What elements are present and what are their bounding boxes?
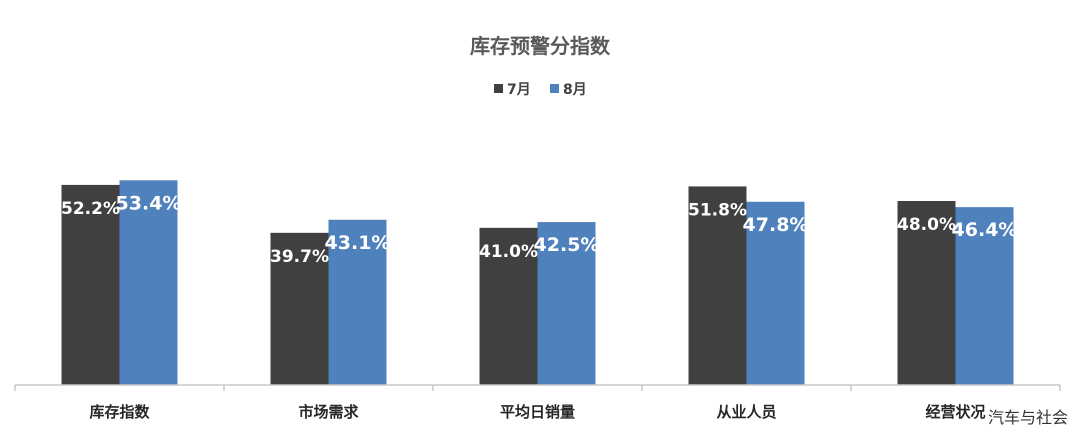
bar-7月-从业人员 [688,186,747,385]
chart-title: 库存预警分指数 [470,34,611,58]
bar-7月-库存指数 [61,184,120,385]
data-label-7月-平均日销量: 41.0% [479,242,538,262]
data-label-8月-库存指数: 53.4% [116,192,182,214]
bar-8月-从业人员 [746,201,805,385]
bars [61,180,1014,385]
bar-7月-经营状况 [897,201,956,385]
data-label-7月-库存指数: 52.2% [61,199,120,219]
data-label-7月-市场需求: 39.7% [270,247,329,267]
bar-8月-库存指数 [119,180,178,385]
data-label-7月-从业人员: 51.8% [688,200,747,220]
watermark: 汽车与社会 [987,408,1068,427]
value-labels: 52.2%53.4% 39.7%43.1% 41.0%42.5% 51.8%47.8%… [61,192,1017,267]
data-label-8月-平均日销量: 42.5% [534,234,600,256]
legend-label-7: 7月 [507,82,531,98]
category-label: 库存指数 [89,403,150,421]
bar-8月-市场需求 [328,219,387,385]
data-label-8月-市场需求: 43.1% [325,232,391,254]
data-label-7月-经营状况: 48.0% [897,215,956,235]
bar-7月-平均日销量 [479,227,538,385]
legend-swatch-7 [494,84,503,93]
bar-8月-经营状况 [955,207,1014,385]
legend-swatch-8 [550,84,559,93]
legend-label-8: 8月 [563,82,587,98]
category-label: 从业人员 [716,403,776,421]
category-labels: 库存指数 市场需求 平均日销量 从业人员 经营状况 [89,403,985,421]
bar-7月-市场需求 [270,232,329,385]
category-label: 经营状况 [925,403,985,421]
legend: 7月 8月 [494,82,587,98]
category-label: 平均日销量 [500,403,575,421]
data-label-8月-从业人员: 47.8% [743,214,809,236]
x-axis-ticks [14,385,1061,391]
data-label-8月-经营状况: 46.4% [952,219,1018,241]
category-label: 市场需求 [298,403,359,421]
bar-8月-平均日销量 [537,222,596,385]
